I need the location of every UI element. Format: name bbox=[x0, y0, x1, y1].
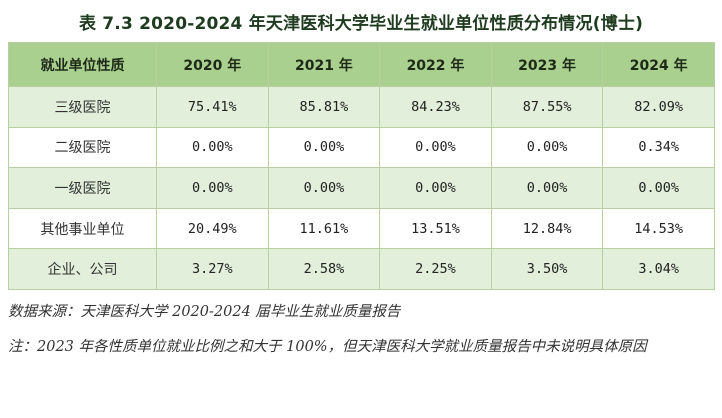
cell-value: 87.55% bbox=[490, 86, 604, 128]
row-category: 一级医院 bbox=[8, 167, 157, 209]
cell-value: 0.00% bbox=[267, 126, 381, 169]
cell-value: 82.09% bbox=[602, 86, 715, 128]
cell-value: 85.81% bbox=[267, 86, 381, 128]
row-category: 其他事业单位 bbox=[8, 207, 157, 250]
header-year-2021: 2021 年 bbox=[267, 42, 381, 87]
cell-value: 12.84% bbox=[490, 207, 604, 250]
cell-value: 0.00% bbox=[490, 126, 604, 169]
table-row: 其他事业单位 20.49% 11.61% 13.51% 12.84% 14.53… bbox=[8, 207, 715, 250]
cell-value: 0.34% bbox=[602, 126, 715, 169]
table-header-row: 就业单位性质 2020 年 2021 年 2022 年 2023 年 2024 … bbox=[8, 42, 715, 87]
table-row: 企业、公司 3.27% 2.58% 2.25% 3.50% 3.04% bbox=[8, 248, 715, 290]
cell-value: 2.25% bbox=[379, 248, 492, 290]
cell-value: 3.04% bbox=[602, 248, 715, 290]
cell-value: 0.00% bbox=[379, 126, 492, 169]
table-row: 一级医院 0.00% 0.00% 0.00% 0.00% 0.00% bbox=[8, 167, 715, 209]
table-row: 二级医院 0.00% 0.00% 0.00% 0.00% 0.34% bbox=[8, 126, 715, 169]
cell-value: 84.23% bbox=[379, 86, 492, 128]
row-category: 三级医院 bbox=[8, 86, 157, 128]
cell-value: 3.27% bbox=[156, 248, 269, 290]
cell-value: 20.49% bbox=[156, 207, 269, 250]
cell-value: 2.58% bbox=[267, 248, 381, 290]
cell-value: 0.00% bbox=[490, 167, 604, 209]
data-source-note: 数据来源：天津医科大学 2020-2024 届毕业生就业质量报告 bbox=[8, 304, 401, 320]
cell-value: 0.00% bbox=[156, 167, 269, 209]
header-year-2024: 2024 年 bbox=[602, 42, 715, 87]
header-year-2023: 2023 年 bbox=[490, 42, 604, 87]
row-category: 二级医院 bbox=[8, 126, 157, 169]
cell-value: 3.50% bbox=[490, 248, 604, 290]
cell-value: 14.53% bbox=[602, 207, 715, 250]
header-year-2022: 2022 年 bbox=[379, 42, 492, 87]
row-category: 企业、公司 bbox=[8, 248, 157, 290]
remark-note: 注：2023 年各性质单位就业比例之和大于 100%，但天津医科大学就业质量报告… bbox=[8, 339, 647, 355]
employment-table: 就业单位性质 2020 年 2021 年 2022 年 2023 年 2024 … bbox=[8, 42, 715, 290]
cell-value: 13.51% bbox=[379, 207, 492, 250]
cell-value: 0.00% bbox=[602, 167, 715, 209]
header-category: 就业单位性质 bbox=[8, 42, 157, 87]
header-year-2020: 2020 年 bbox=[156, 42, 269, 87]
cell-value: 0.00% bbox=[379, 167, 492, 209]
cell-value: 0.00% bbox=[156, 126, 269, 169]
cell-value: 11.61% bbox=[267, 207, 381, 250]
cell-value: 75.41% bbox=[156, 86, 269, 128]
cell-value: 0.00% bbox=[267, 167, 381, 209]
table-title: 表 7.3 2020-2024 年天津医科大学毕业生就业单位性质分布情况(博士) bbox=[78, 13, 644, 34]
table-row: 三级医院 75.41% 85.81% 84.23% 87.55% 82.09% bbox=[8, 86, 715, 128]
table-notes: 数据来源：天津医科大学 2020-2024 届毕业生就业质量报告 注：2023 … bbox=[8, 293, 714, 361]
